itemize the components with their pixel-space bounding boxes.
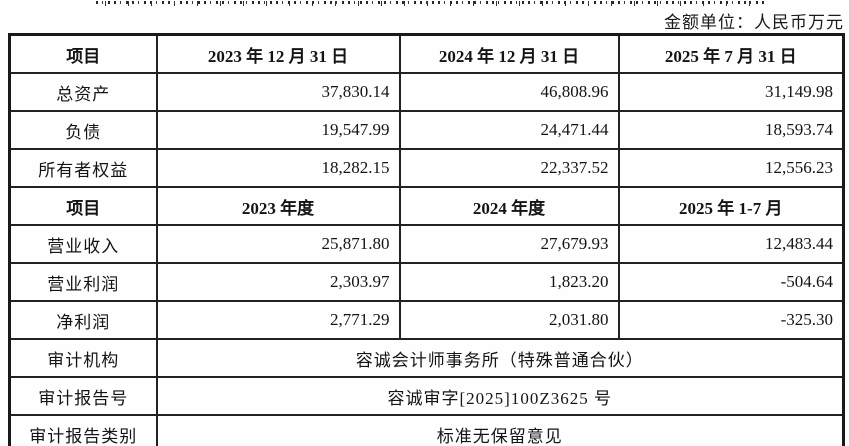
table-row-audit-report-type: 审计报告类别 标准无保留意见 — [8, 414, 845, 446]
income-header-row: 项目 2023 年度 2024 年度 2025 年 1-7 月 — [8, 186, 845, 226]
clipped-text-line-fragment — [96, 1, 768, 6]
table-row-operating-revenue: 营业收入 25,871.80 27,679.93 12,483.44 — [8, 224, 845, 264]
table-row-owners-equity: 所有者权益 18,282.15 22,337.52 12,556.23 — [8, 148, 845, 188]
column-header-item: 项目 — [8, 33, 158, 74]
cell-value: 24,471.44 — [398, 110, 620, 150]
cell-value: 25,871.80 — [155, 224, 401, 264]
cell-value: -504.64 — [617, 262, 845, 302]
row-label: 审计报告号 — [8, 376, 158, 416]
audit-report-type-value: 标准无保留意见 — [155, 414, 845, 446]
cell-value: -325.30 — [617, 300, 845, 340]
cell-value: 37,830.14 — [155, 72, 401, 112]
row-label: 营业利润 — [8, 262, 158, 302]
cell-value: 27,679.93 — [398, 224, 620, 264]
table-row-audit-firm: 审计机构 容诚会计师事务所（特殊普通合伙） — [8, 338, 845, 378]
cell-value: 31,149.98 — [617, 72, 845, 112]
table-row-total-assets: 总资产 37,830.14 46,808.96 31,149.98 — [8, 72, 845, 112]
cell-value: 1,823.20 — [398, 262, 620, 302]
table-row-operating-profit: 营业利润 2,303.97 1,823.20 -504.64 — [8, 262, 845, 302]
cell-value: 2,031.80 — [398, 300, 620, 340]
cell-value: 18,593.74 — [617, 110, 845, 150]
table-row-liabilities: 负债 19,547.99 24,471.44 18,593.74 — [8, 110, 845, 150]
column-header-date-2023: 2023 年 12 月 31 日 — [155, 33, 401, 74]
cell-value: 18,282.15 — [155, 148, 401, 188]
column-header-fy2023: 2023 年度 — [155, 186, 401, 226]
financial-summary-table: 项目 2023 年 12 月 31 日 2024 年 12 月 31 日 202… — [8, 33, 845, 446]
row-label: 所有者权益 — [8, 148, 158, 188]
cell-value: 12,556.23 — [617, 148, 845, 188]
cell-value: 22,337.52 — [398, 148, 620, 188]
column-header-fy2024: 2024 年度 — [398, 186, 620, 226]
cell-value: 2,303.97 — [155, 262, 401, 302]
amount-unit-note: 金额单位：人民币万元 — [664, 13, 844, 32]
cell-value: 12,483.44 — [617, 224, 845, 264]
row-label: 总资产 — [8, 72, 158, 112]
cell-value: 2,771.29 — [155, 300, 401, 340]
table-row-net-profit: 净利润 2,771.29 2,031.80 -325.30 — [8, 300, 845, 340]
audit-firm-value: 容诚会计师事务所（特殊普通合伙） — [155, 338, 845, 378]
row-label: 审计机构 — [8, 338, 158, 378]
cell-value: 46,808.96 — [398, 72, 620, 112]
row-label: 营业收入 — [8, 224, 158, 264]
cell-value: 19,547.99 — [155, 110, 401, 150]
row-label: 审计报告类别 — [8, 414, 158, 446]
balance-header-row: 项目 2023 年 12 月 31 日 2024 年 12 月 31 日 202… — [8, 33, 845, 74]
column-header-date-2025: 2025 年 7 月 31 日 — [617, 33, 845, 74]
audit-report-number-value: 容诚审字[2025]100Z3625 号 — [155, 376, 845, 416]
table-row-audit-report-number: 审计报告号 容诚审字[2025]100Z3625 号 — [8, 376, 845, 416]
column-header-date-2024: 2024 年 12 月 31 日 — [398, 33, 620, 74]
column-header-2025-jan-jul: 2025 年 1-7 月 — [617, 186, 845, 226]
row-label: 净利润 — [8, 300, 158, 340]
column-header-item: 项目 — [8, 186, 158, 226]
row-label: 负债 — [8, 110, 158, 150]
